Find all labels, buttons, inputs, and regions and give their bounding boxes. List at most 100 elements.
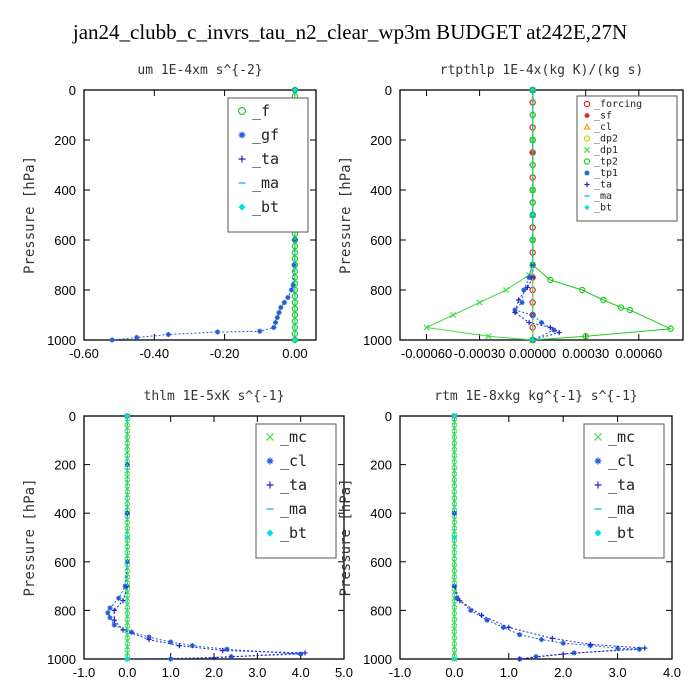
data-point: [276, 309, 282, 316]
x-tick-label: 0.00060: [615, 346, 662, 361]
data-point: [291, 255, 299, 262]
data-point: [667, 325, 674, 332]
legend-label: _gf: [252, 126, 279, 144]
data-point: [451, 656, 457, 662]
legend-marker: [583, 146, 591, 154]
legend-label: _ta: [252, 150, 279, 168]
data-point: [503, 286, 510, 294]
data-point: [124, 534, 130, 541]
data-point: [533, 653, 539, 660]
data-point: [476, 299, 483, 306]
legend-marker: [266, 457, 274, 465]
legend-label: _cl: [608, 452, 635, 470]
panel-title: rtpthlp 1E-4x(kg K)/(kg s): [440, 63, 644, 78]
legend-marker: [266, 529, 274, 537]
x-tick-label: -0.00060: [401, 346, 452, 361]
y-axis-label: Pressure [hPa]: [338, 478, 354, 596]
x-tick-label: 5.0: [335, 665, 353, 680]
legend-label: _bt: [608, 524, 635, 542]
legend-label: _ta: [608, 476, 635, 494]
data-point: [111, 607, 117, 613]
y-tick-label: 800: [54, 603, 76, 618]
data-point: [582, 333, 589, 340]
data-point: [451, 607, 458, 614]
x-tick-label: 2.0: [554, 665, 572, 680]
data-point: [120, 627, 126, 633]
legend-marker: [238, 131, 246, 139]
data-point: [176, 643, 182, 649]
x-tick-label: 2.0: [205, 665, 223, 680]
x-tick-label: 1.0: [500, 665, 518, 680]
legend-marker: [584, 170, 590, 176]
data-point: [124, 516, 131, 523]
data-point: [274, 314, 280, 321]
legend-marker: [594, 433, 602, 441]
legend-label: _ma: [280, 500, 307, 518]
data-point: [146, 636, 152, 643]
y-axis-label: Pressure [hPa]: [22, 478, 38, 596]
data-point: [521, 287, 527, 293]
legend-label: _bt: [594, 203, 612, 214]
data-point: [124, 413, 130, 419]
legend-marker: [594, 481, 602, 489]
data-point: [288, 287, 294, 293]
data-point: [189, 643, 195, 649]
data-point: [547, 324, 553, 331]
data-point: [450, 311, 457, 319]
data-point: [168, 639, 174, 645]
y-axis-label: Pressure [hPa]: [22, 156, 38, 274]
y-tick-label: 0: [69, 409, 76, 424]
data-point: [291, 262, 297, 268]
x-tick-label: 0.0: [118, 665, 136, 680]
legend-label: _tp1: [594, 168, 618, 179]
legend-label: _f: [252, 102, 270, 120]
panel-title: um 1E-4xm s^{-2}: [137, 63, 262, 78]
data-point: [292, 87, 298, 93]
data-point: [451, 413, 457, 419]
y-tick-label: 1000: [47, 652, 76, 667]
data-point: [451, 431, 458, 438]
data-point: [451, 564, 458, 571]
series-bt: [124, 413, 130, 662]
data-point: [165, 331, 171, 338]
legend-marker: [266, 433, 274, 441]
data-point: [451, 552, 458, 559]
x-tick-label: 4.0: [292, 665, 310, 680]
legend: _mc _cl _ta _ma _bt: [255, 423, 337, 559]
data-point: [124, 443, 131, 450]
data-point: [530, 87, 536, 93]
x-tick-label: -1.0: [73, 665, 95, 680]
data-point: [291, 268, 299, 275]
y-tick-label: 0: [69, 83, 76, 98]
legend-label: _mc: [608, 428, 635, 446]
figure-title: jan24_clubb_c_invrs_tau_n2_clear_wp3m BU…: [72, 20, 628, 44]
x-tick-label: -0.00030: [454, 346, 505, 361]
legend-label: _mc: [280, 428, 307, 446]
data-point: [451, 540, 458, 547]
chart-panel-2: rtpthlp 1E-4x(kg K)/(kg s) Pressure [hPa]…: [338, 63, 684, 361]
x-tick-label: 0.0: [445, 665, 463, 680]
legend-label: _dp2: [594, 134, 618, 145]
data-point: [124, 467, 131, 474]
data-point: [506, 624, 512, 631]
y-tick-label: 800: [370, 283, 392, 298]
data-point: [530, 262, 536, 268]
series-dp1: [423, 86, 536, 344]
legend-marker: [584, 181, 590, 188]
legend-label: _ma: [252, 174, 279, 192]
data-point: [578, 286, 586, 294]
data-point: [451, 419, 458, 426]
legend-marker: [266, 481, 274, 489]
data-point: [291, 311, 299, 319]
y-tick-label: 200: [54, 458, 76, 473]
legend-label: _tp2: [594, 157, 618, 168]
data-point: [298, 651, 304, 657]
data-point: [451, 491, 458, 498]
data-point: [451, 443, 458, 450]
legend-marker: [594, 529, 602, 537]
data-point: [124, 431, 131, 438]
legend-marker: [594, 457, 602, 465]
data-point: [107, 615, 113, 621]
data-point: [485, 333, 492, 340]
